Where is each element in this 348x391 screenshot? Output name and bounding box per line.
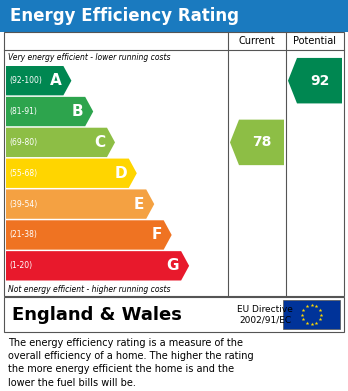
Text: 78: 78 xyxy=(252,135,271,149)
Text: B: B xyxy=(72,104,83,119)
Polygon shape xyxy=(6,189,154,219)
Text: Not energy efficient - higher running costs: Not energy efficient - higher running co… xyxy=(8,285,171,294)
Polygon shape xyxy=(6,159,137,188)
Bar xyxy=(0,0,348,32)
Polygon shape xyxy=(6,128,115,157)
Text: Potential: Potential xyxy=(293,36,337,46)
Text: E: E xyxy=(134,197,144,212)
Text: The energy efficiency rating is a measure of the
overall efficiency of a home. T: The energy efficiency rating is a measur… xyxy=(8,338,254,387)
Text: F: F xyxy=(151,228,162,242)
Polygon shape xyxy=(6,251,189,280)
Polygon shape xyxy=(230,120,284,165)
Polygon shape xyxy=(6,220,172,249)
Text: (1-20): (1-20) xyxy=(9,261,32,270)
Text: England & Wales: England & Wales xyxy=(12,305,182,323)
Text: Very energy efficient - lower running costs: Very energy efficient - lower running co… xyxy=(8,54,171,63)
Text: EU Directive
2002/91/EC: EU Directive 2002/91/EC xyxy=(237,305,293,324)
Text: (39-54): (39-54) xyxy=(9,200,37,209)
Text: 92: 92 xyxy=(310,74,329,88)
Polygon shape xyxy=(288,58,342,104)
Text: (92-100): (92-100) xyxy=(9,76,42,85)
Bar xyxy=(4,32,344,296)
Text: (81-91): (81-91) xyxy=(9,107,37,116)
Text: (21-38): (21-38) xyxy=(9,230,37,239)
Text: Current: Current xyxy=(239,36,275,46)
Text: C: C xyxy=(94,135,105,150)
Text: D: D xyxy=(114,166,127,181)
Text: (69-80): (69-80) xyxy=(9,138,37,147)
Polygon shape xyxy=(6,66,71,95)
Polygon shape xyxy=(6,97,93,126)
Text: A: A xyxy=(50,73,61,88)
Text: Energy Efficiency Rating: Energy Efficiency Rating xyxy=(10,7,239,25)
Bar xyxy=(283,300,340,329)
Text: G: G xyxy=(167,258,179,273)
Text: (55-68): (55-68) xyxy=(9,169,37,178)
Bar xyxy=(4,297,344,332)
